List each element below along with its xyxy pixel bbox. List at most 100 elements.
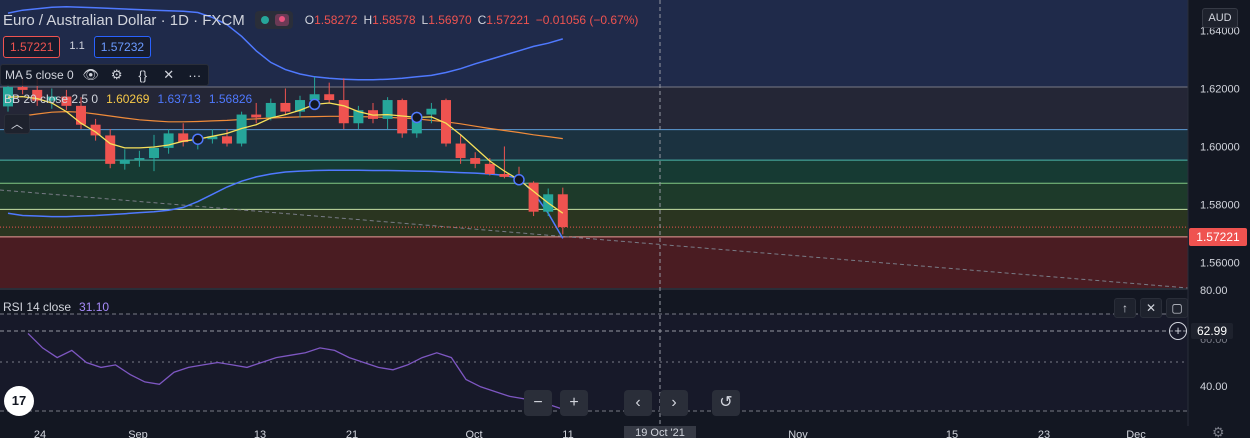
price-axis-ticks: 1.64000 1.62000 1.60000 1.58000 1.56000 (1200, 25, 1240, 269)
close-label: C (477, 13, 487, 27)
eye-icon[interactable]: 👁 (82, 67, 99, 82)
rsi-axis-tick-40: 40.00 (1200, 381, 1228, 393)
rsi-pane-controls: ↑ ✕ ▢ (1114, 298, 1188, 318)
close-pane-icon[interactable]: ✕ (1140, 298, 1162, 318)
fib-zone (0, 87, 1188, 130)
candle-body (397, 100, 408, 134)
gear-icon[interactable]: ⚙ (110, 67, 123, 82)
maximize-pane-icon[interactable]: ▢ (1166, 298, 1188, 318)
price-tick-label: 1.64000 (1200, 25, 1240, 37)
sell-button[interactable]: 1.57221 (3, 36, 61, 58)
source-code-icon[interactable]: {} (138, 67, 148, 83)
fib-zone (0, 236, 1188, 290)
time-tick-label: 13 (254, 429, 266, 438)
high-value: 1.58578 (372, 13, 416, 27)
ma-marker (513, 174, 525, 186)
candle-body (280, 102, 291, 112)
candle-body (353, 110, 364, 124)
currency-selector[interactable]: AUD (1202, 8, 1238, 28)
bb-lower-value: 1.56826 (208, 92, 253, 106)
scroll-right-icon[interactable]: › (660, 390, 688, 416)
price-axis-bg (1188, 0, 1250, 438)
ma-marker (411, 111, 423, 124)
zoom-in-icon[interactable]: + (560, 390, 588, 416)
candle-body (61, 96, 72, 106)
market-status-toggle[interactable] (254, 11, 293, 29)
low-label: L (421, 13, 429, 27)
bb-upper-value: 1.63713 (157, 92, 201, 106)
crosshair-date-label: 19 Oct '21 (624, 426, 696, 438)
rsi-legend[interactable]: RSI 14 close 31.10 (3, 300, 109, 314)
ma-label: MA 5 close 0 (5, 68, 74, 82)
reset-chart-icon[interactable]: ↺ (712, 390, 740, 416)
rsi-crosshair-badge: + 62.99 (1169, 322, 1234, 340)
fib-zone (0, 183, 1188, 210)
close-icon[interactable]: ✕ (163, 67, 175, 82)
rsi-axis-cut-label: 80.00 (1200, 285, 1228, 297)
fib-level-lines (0, 86, 1188, 238)
candle-body (17, 87, 28, 90)
buy-button[interactable]: 1.57232 (93, 36, 152, 58)
spread-value: 1.1 (69, 40, 85, 52)
candle-body (163, 133, 174, 148)
price-tick-label: 1.62000 (1200, 83, 1240, 95)
trend-line (0, 189, 1189, 289)
high-label: H (363, 13, 373, 27)
open-label: O (304, 13, 315, 27)
candle-body (46, 96, 57, 101)
price-tick-label: 1.56000 (1200, 257, 1240, 269)
price-tick-label: 1.58000 (1200, 199, 1240, 211)
candle-body (32, 89, 43, 101)
candle-body (470, 158, 481, 164)
chevron-up-icon: ︿ (10, 117, 23, 131)
symbol-header: Euro / Australian Dollar · 1D · FXCM O 1.… (3, 10, 638, 30)
time-tick-label: Dec (1126, 429, 1146, 438)
last-price-label: 1.57221 (1189, 228, 1247, 246)
candle-body (222, 136, 232, 144)
market-open-icon (260, 16, 269, 24)
rsi-line (27, 332, 583, 412)
scroll-left-icon[interactable]: ‹ (624, 390, 652, 416)
settings-gear-icon[interactable]: ⚙ (1212, 424, 1225, 438)
candle-body (207, 136, 218, 140)
bb-indicator-legend[interactable]: BB 20 close 2.5 0 1.60269 1.63713 1.5682… (0, 88, 256, 110)
symbol-title[interactable]: Euro / Australian Dollar · 1D · FXCM (3, 11, 245, 29)
move-pane-up-icon[interactable]: ↑ (1114, 298, 1136, 318)
candle-body (382, 100, 393, 119)
ma-indicator-legend[interactable]: MA 5 close 0 👁 ⚙ {} ✕ ··· (0, 64, 209, 86)
candle-body (499, 174, 510, 177)
candle-body (455, 143, 466, 159)
bb-basis-value: 1.60269 (106, 92, 150, 106)
close-value: 1.57221 (486, 13, 530, 27)
fib-zones (0, 0, 1188, 290)
add-alert-icon[interactable]: + (1169, 322, 1187, 340)
candle-body (119, 159, 130, 164)
collapse-legend-button[interactable]: ︿ (4, 114, 30, 134)
candle-body (265, 102, 276, 118)
time-tick-label: 11 (562, 429, 573, 438)
tradingview-logo[interactable]: 17 (4, 386, 34, 416)
time-tick-label: Oct (465, 429, 482, 438)
time-tick-label: Sep (128, 429, 148, 438)
price-tick-label: 1.60000 (1200, 141, 1240, 153)
time-tick-label: 23 (1038, 429, 1050, 438)
candle-body (484, 163, 495, 174)
candle-body (324, 94, 335, 101)
rsi-crosshair-value: 62.99 (1191, 323, 1234, 339)
candle-body (134, 158, 145, 160)
candle-body (411, 114, 422, 134)
candle-body (295, 100, 305, 112)
ma-marker (308, 98, 321, 111)
candle-body (251, 114, 262, 118)
candle-body (76, 105, 86, 125)
time-axis-ticks: 24 Sep 13 21 Oct 11 Nov 15 23 Dec (34, 429, 1146, 438)
zoom-out-icon[interactable]: − (524, 390, 552, 416)
ma-markers (192, 98, 525, 186)
candle-body (149, 147, 159, 159)
more-icon[interactable]: ··· (188, 67, 202, 83)
candle-body (178, 133, 189, 143)
candle-body (426, 108, 437, 115)
rsi-label: RSI 14 close (3, 300, 72, 314)
fib-zone (0, 209, 1188, 237)
